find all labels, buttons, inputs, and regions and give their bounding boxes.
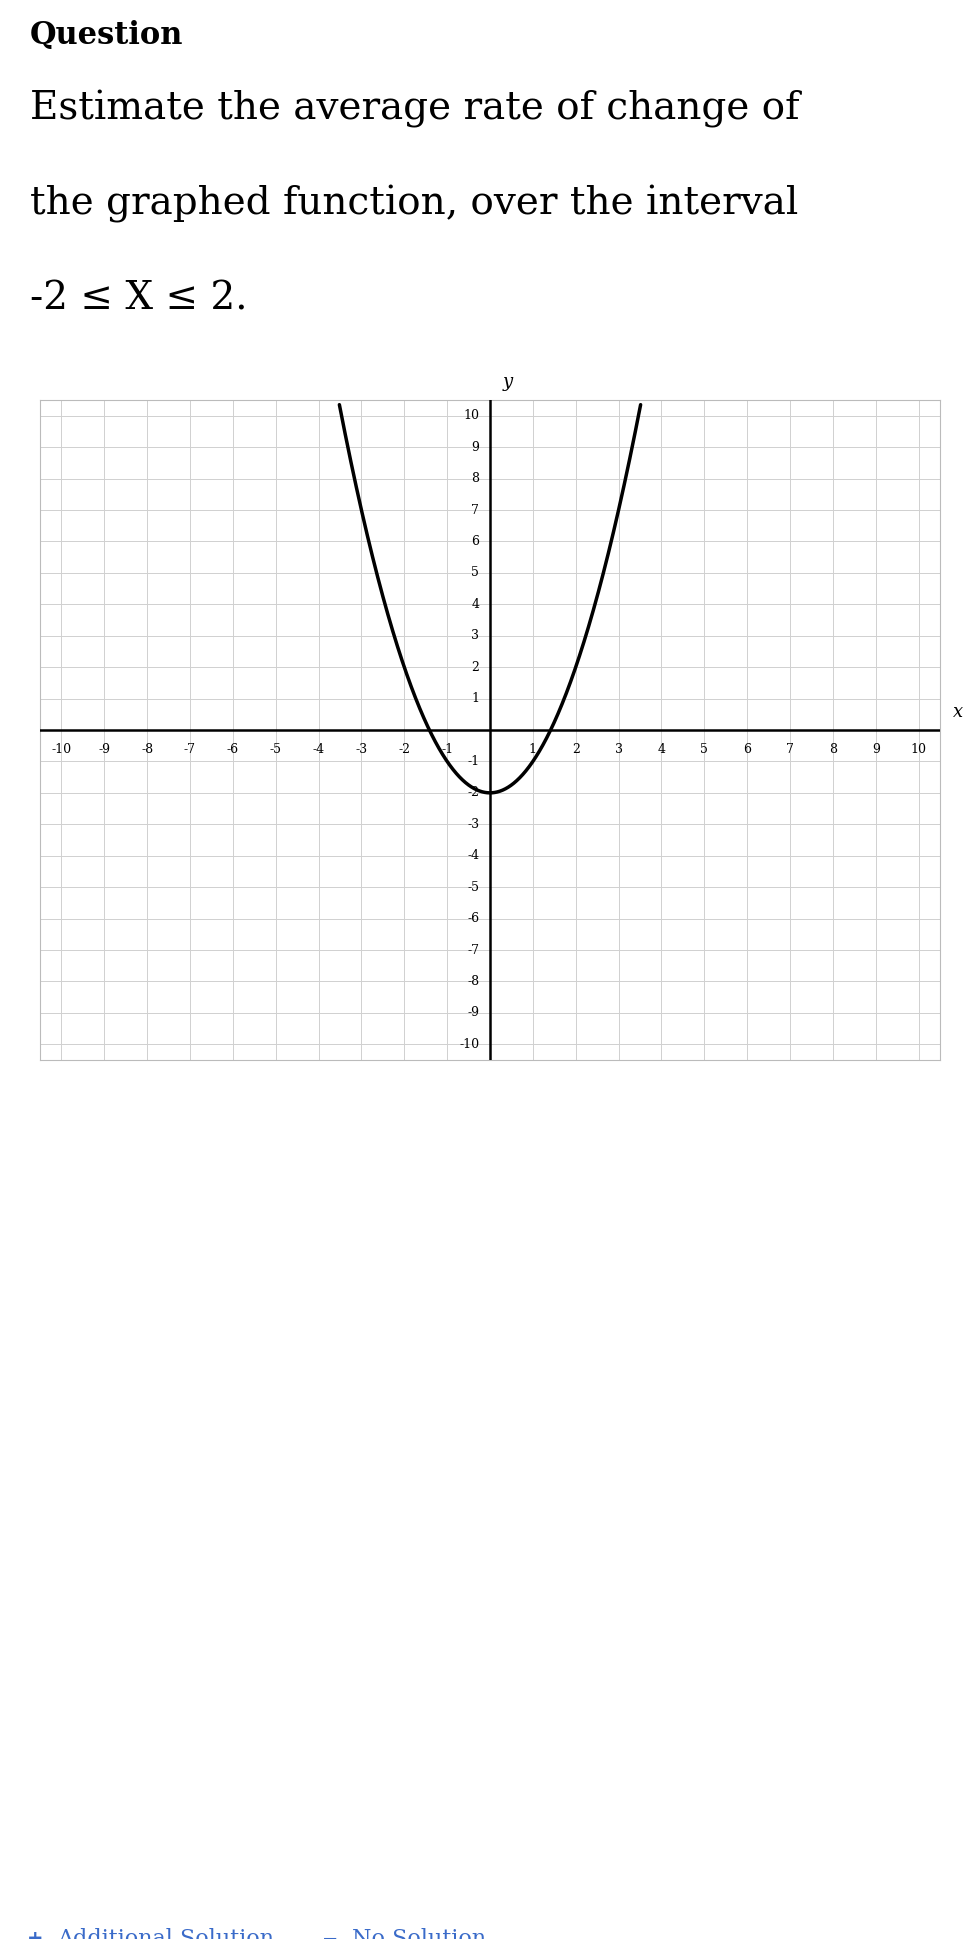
Text: 10: 10 (911, 743, 926, 756)
Text: -7: -7 (468, 944, 479, 956)
Text: -7: -7 (184, 743, 196, 756)
Text: −: − (322, 1929, 339, 1939)
Text: 8: 8 (829, 743, 836, 756)
Text: -9: -9 (468, 1006, 479, 1020)
Text: 3: 3 (615, 743, 623, 756)
Text: 7: 7 (471, 504, 479, 516)
Text: -2: -2 (398, 743, 410, 756)
Text: -8: -8 (468, 975, 479, 989)
Text: -10: -10 (52, 743, 71, 756)
Text: 9: 9 (471, 440, 479, 454)
Text: 5: 5 (701, 743, 709, 756)
Text: -3: -3 (355, 743, 368, 756)
Text: x: x (953, 702, 963, 721)
Text: y: y (503, 372, 513, 390)
Text: 1: 1 (529, 743, 537, 756)
Text: 1: 1 (471, 692, 479, 706)
Text: 9: 9 (872, 743, 879, 756)
Text: -8: -8 (142, 743, 153, 756)
Text: -10: -10 (459, 1037, 479, 1051)
Text: +: + (26, 1929, 43, 1939)
Text: 8: 8 (471, 471, 479, 485)
Text: Estimate the average rate of change of: Estimate the average rate of change of (30, 89, 799, 128)
Text: -1: -1 (441, 743, 453, 756)
Text: -3: -3 (468, 818, 479, 830)
Text: -1: -1 (468, 754, 479, 768)
Text: -2 ≤ X ≤ 2.: -2 ≤ X ≤ 2. (30, 279, 248, 316)
Text: 6: 6 (471, 535, 479, 549)
Text: 5: 5 (471, 566, 479, 580)
Text: -6: -6 (226, 743, 239, 756)
Text: -9: -9 (99, 743, 110, 756)
Text: -6: -6 (468, 911, 479, 925)
Text: -2: -2 (468, 787, 479, 799)
Text: Question: Question (30, 19, 183, 50)
Text: -4: -4 (468, 849, 479, 863)
Text: 4: 4 (658, 743, 666, 756)
Text: 3: 3 (471, 630, 479, 642)
Text: the graphed function, over the interval: the graphed function, over the interval (30, 184, 798, 223)
Text: 7: 7 (786, 743, 793, 756)
Text: Additional Solution: Additional Solution (57, 1927, 274, 1939)
Text: 6: 6 (743, 743, 752, 756)
Text: -4: -4 (312, 743, 325, 756)
Text: -5: -5 (468, 880, 479, 894)
Text: 4: 4 (471, 597, 479, 611)
Text: No Solution: No Solution (352, 1927, 486, 1939)
Text: 10: 10 (464, 409, 479, 423)
Text: -5: -5 (269, 743, 282, 756)
Text: 2: 2 (471, 661, 479, 673)
Text: 2: 2 (572, 743, 580, 756)
